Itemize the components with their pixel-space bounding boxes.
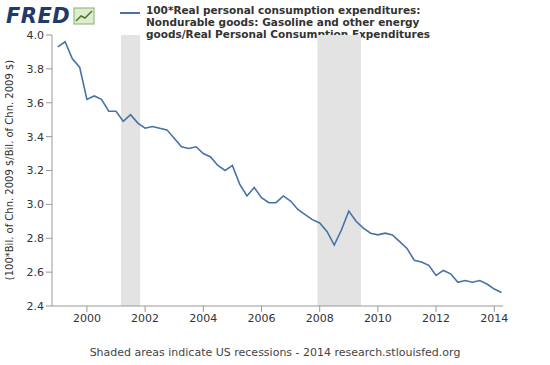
svg-text:2002: 2002 (131, 312, 159, 325)
svg-text:2010: 2010 (364, 312, 392, 325)
html-text:Shaded areas indicate US reces: Shaded areas indicate US recessions - 20… (89, 346, 461, 359)
svg-text:2.4: 2.4 (27, 300, 45, 313)
svg-text:2012: 2012 (422, 312, 450, 325)
svg-text:3.8: 3.8 (27, 63, 45, 76)
svg-text:3.2: 3.2 (27, 164, 45, 177)
html-text:100*Real personal consumption: 100*Real personal consumption expenditur… (146, 4, 431, 40)
svg-text:2.8: 2.8 (27, 232, 45, 245)
svg-text:2000: 2000 (73, 312, 101, 325)
svg-text:2008: 2008 (306, 312, 334, 325)
svg-text:2014: 2014 (480, 312, 508, 325)
svg-text:2006: 2006 (247, 312, 275, 325)
svg-text:2.6: 2.6 (27, 266, 45, 279)
svg-text:4.0: 4.0 (27, 29, 45, 42)
svg-text:3.4: 3.4 (27, 131, 45, 144)
html-text:FRED: FRED (6, 4, 71, 28)
svg-text:3.0: 3.0 (27, 198, 45, 211)
svg-text:2004: 2004 (189, 312, 217, 325)
html-text:(100*Bil. of Chn. 2009 $/Bil.: (100*Bil. of Chn. 2009 $/Bil. of Chn. 20… (3, 59, 15, 281)
svg-text:3.6: 3.6 (27, 97, 45, 110)
